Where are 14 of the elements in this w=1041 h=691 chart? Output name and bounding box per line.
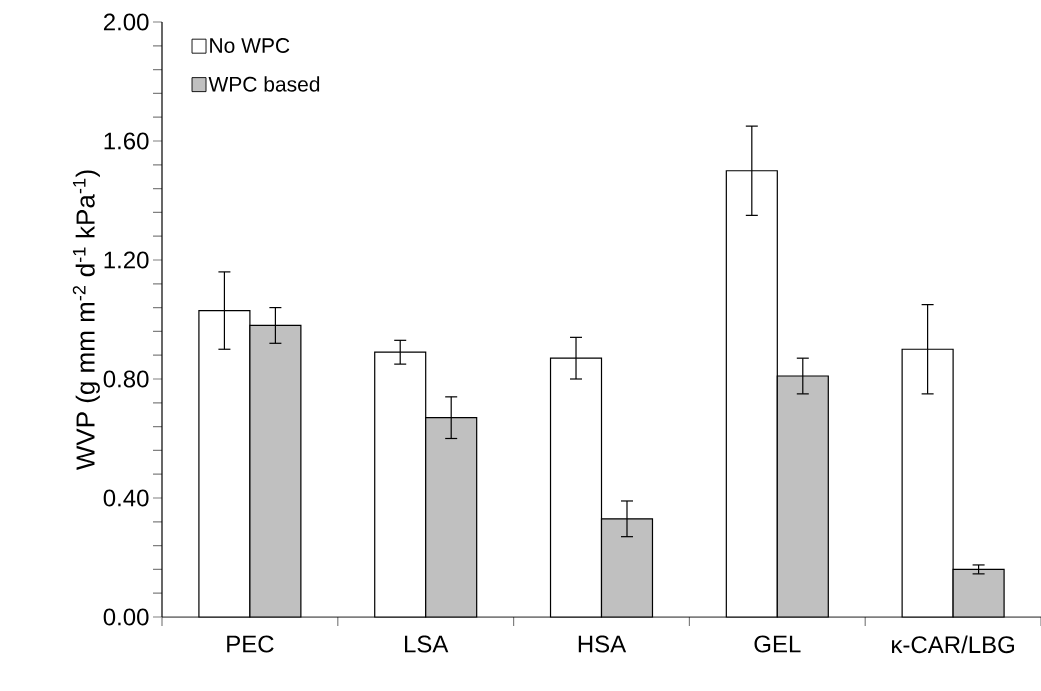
y-tick-label: 0.00	[103, 608, 149, 626]
x-tick-label: PEC	[227, 635, 274, 653]
x-tick-label: GEL	[754, 635, 801, 653]
y-tick-label: 1.60	[104, 132, 149, 150]
y-tick-label: 2.00	[103, 13, 149, 31]
x-tick-label: κ-CAR/LBG	[892, 635, 1014, 654]
legend-label: No WPC	[210, 38, 290, 53]
x-tick-label: LSA	[405, 635, 449, 653]
y-tick-label: 0.80	[103, 370, 149, 388]
y-axis-title: WVP (g mm m$^{-2}$ d$^{-1}$ kPa$^{-1}$)	[72, 170, 100, 471]
y-tick-label: 1.20	[104, 251, 149, 269]
y-tick-label: 0.40	[103, 489, 149, 507]
x-tick-label: HSA	[578, 635, 627, 653]
legend-label: WPC based	[208, 76, 320, 92]
